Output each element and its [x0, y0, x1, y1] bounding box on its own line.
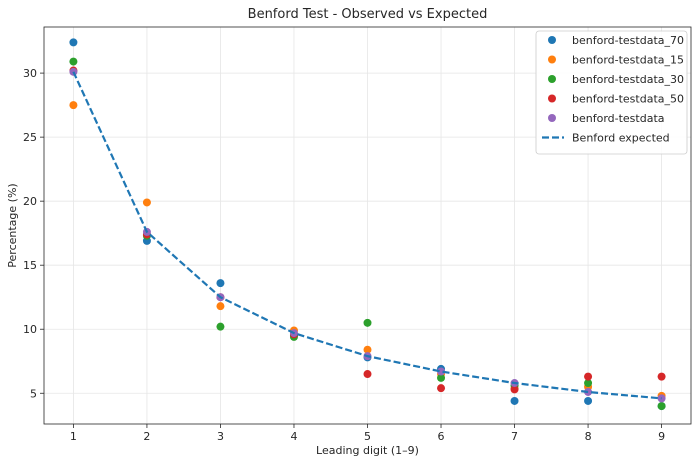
x-axis-ticks: 1 2 3 4 5 6 7 8 9	[70, 424, 665, 443]
data-point	[142, 198, 151, 207]
data-point	[657, 394, 666, 403]
legend-marker	[548, 114, 556, 122]
x-tick-label: 7	[511, 430, 518, 443]
x-tick-label: 5	[364, 430, 371, 443]
y-axis-label: Percentage (%)	[6, 183, 19, 267]
legend-box	[535, 30, 688, 155]
x-tick-label: 4	[290, 430, 297, 443]
data-point	[363, 318, 372, 327]
data-point	[510, 396, 519, 405]
data-point	[69, 38, 78, 47]
y-tick-label: 15	[23, 259, 37, 272]
data-point	[657, 372, 666, 381]
chart-title: Benford Test - Observed vs Expected	[248, 7, 488, 22]
data-point	[584, 396, 593, 405]
data-point	[437, 384, 446, 393]
data-point	[584, 379, 593, 388]
y-tick-label: 20	[23, 195, 37, 208]
data-point	[437, 367, 446, 376]
legend-marker	[548, 75, 556, 83]
legend-marker	[548, 94, 556, 103]
y-tick-label: 5	[30, 387, 37, 400]
legend-marker	[548, 55, 556, 64]
y-tick-label: 25	[23, 131, 37, 144]
legend-label: benford-testdata_70	[572, 34, 684, 47]
legend-marker	[548, 36, 556, 44]
data-point	[437, 373, 446, 382]
data-point	[216, 322, 225, 331]
legend-label: benford-testdata_30	[572, 73, 684, 86]
data-point	[216, 279, 225, 288]
legend-label: Benford expected	[572, 132, 670, 145]
data-point	[657, 402, 666, 411]
benford-expected-line	[72, 71, 662, 400]
x-tick-label: 2	[143, 430, 150, 443]
data-point	[216, 302, 225, 311]
y-tick-label: 10	[23, 323, 37, 336]
x-tick-label: 8	[585, 430, 592, 443]
legend-label: benford-testdata	[572, 112, 665, 125]
data-point	[363, 345, 372, 354]
legend: benford-testdata_70 benford-testdata_15be…	[535, 30, 688, 155]
expected-layer	[72, 71, 662, 400]
legend-label: benford-testdata_15	[572, 54, 684, 67]
data-point	[584, 372, 593, 381]
x-tick-label: 9	[658, 430, 665, 443]
legend-label: benford-testdata_50	[572, 93, 684, 106]
x-tick-label: 1	[70, 430, 77, 443]
y-axis-ticks: 5 10 15 20 25 30	[23, 67, 44, 400]
data-point	[510, 385, 519, 394]
data-point	[69, 57, 78, 66]
x-axis-label: Leading digit (1–9)	[316, 444, 419, 457]
data-point	[69, 101, 78, 110]
data-point	[363, 370, 372, 379]
y-tick-label: 30	[23, 67, 37, 80]
x-tick-label: 3	[217, 430, 224, 443]
x-tick-label: 6	[438, 430, 445, 443]
